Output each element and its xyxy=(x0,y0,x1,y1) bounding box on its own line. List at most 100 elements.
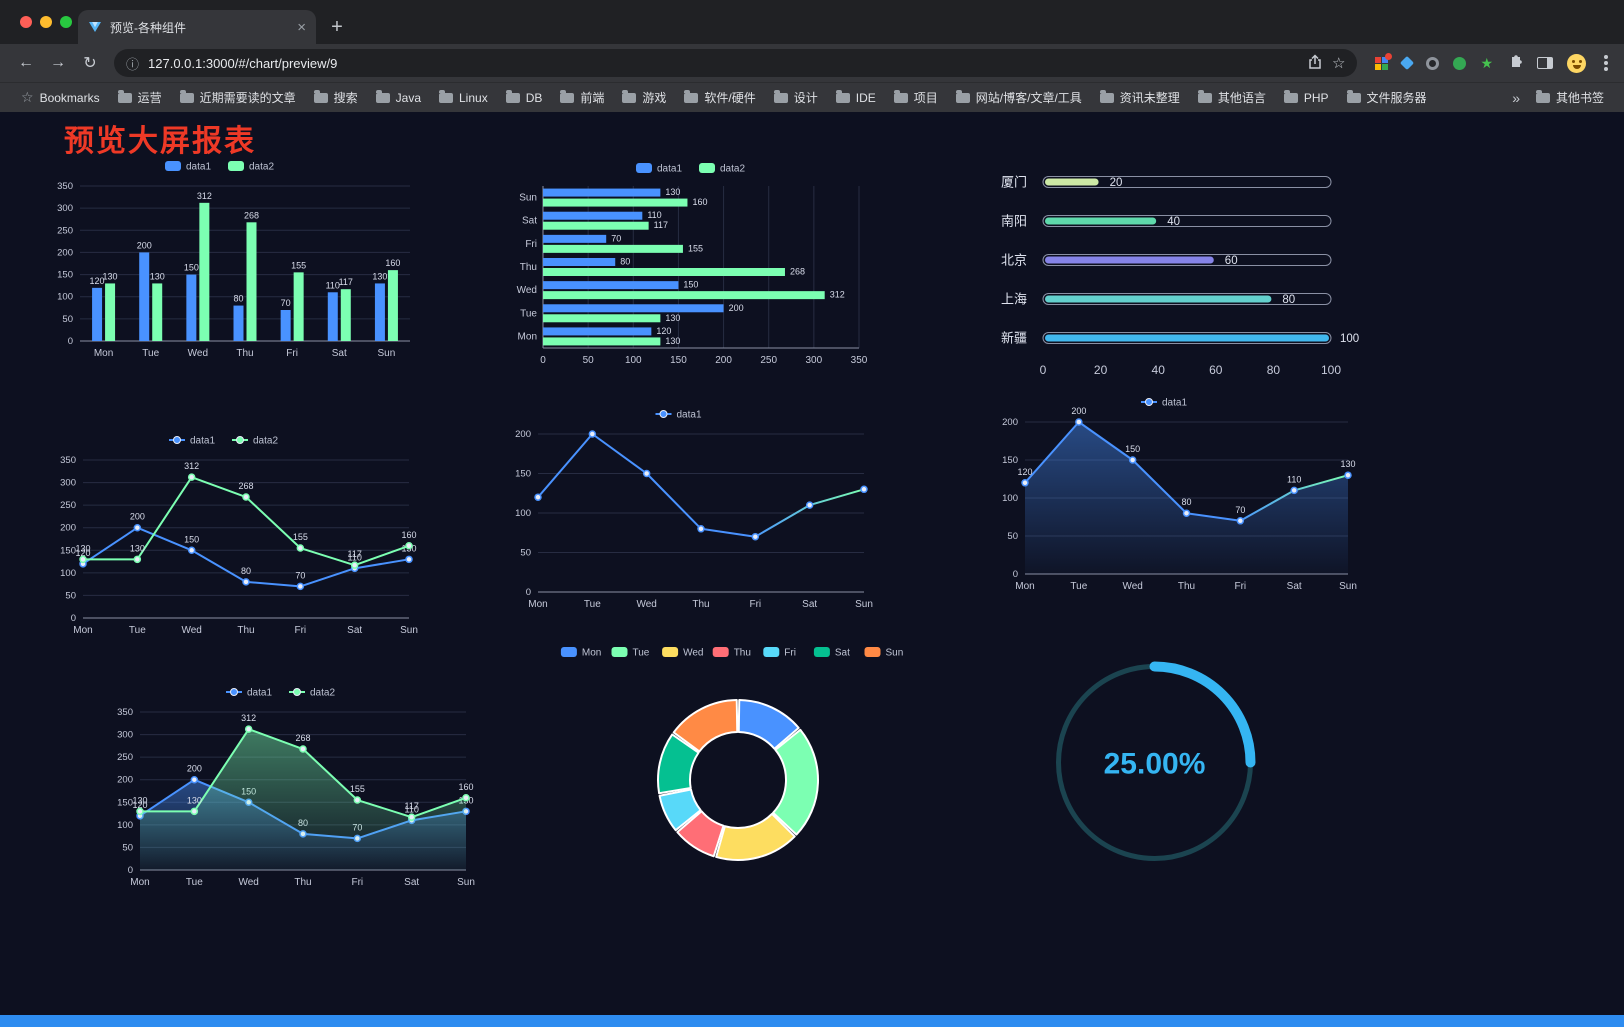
tab-close-icon[interactable]: × xyxy=(297,18,306,36)
reload-button[interactable]: ↻ xyxy=(83,55,97,72)
other-bookmarks-folder[interactable]: 其他书签 xyxy=(1528,86,1612,109)
bookmark-item[interactable]: 网站/博客/文章/工具 xyxy=(947,86,1091,109)
svg-text:Tue: Tue xyxy=(142,348,159,359)
address-bar[interactable]: ⓘ 127.0.0.1:3000/#/chart/preview/9 ☆ xyxy=(114,49,1358,77)
svg-text:data2: data2 xyxy=(253,436,278,447)
bookmark-item[interactable]: Linux xyxy=(430,88,497,108)
svg-text:0: 0 xyxy=(1040,363,1047,377)
extension-icon-1[interactable] xyxy=(1375,52,1393,70)
chart-donut[interactable]: Mon Tue Wed Thu Fri Sat Sun xyxy=(552,640,924,875)
svg-text:南阳: 南阳 xyxy=(1001,214,1027,229)
folder-icon xyxy=(439,89,453,103)
svg-text:Mon: Mon xyxy=(518,331,537,342)
url-text[interactable]: 127.0.0.1:3000/#/chart/preview/9 xyxy=(148,55,338,71)
bookmark-item[interactable]: DB xyxy=(497,88,552,108)
folder-icon xyxy=(1346,89,1361,103)
bookmarks-bar: ☆ Bookmarks 运营 近期需要读的文章 搜索 Java Linux DB 前端 游戏 软… xyxy=(0,82,1624,112)
window-controls xyxy=(20,16,72,28)
svg-text:150: 150 xyxy=(1002,455,1018,466)
bookmark-item[interactable]: 资讯未整理 xyxy=(1091,86,1189,109)
chart-area-single[interactable]: data1 0 50 100 150 200 Mon Tue Wed Thu Fri Sat Sun 12… xyxy=(985,390,1360,602)
svg-text:25.00%: 25.00% xyxy=(1104,748,1206,781)
svg-text:Tue: Tue xyxy=(129,625,146,636)
svg-text:130: 130 xyxy=(103,271,118,281)
bookmark-label: Java xyxy=(395,90,421,105)
svg-text:200: 200 xyxy=(137,240,152,250)
svg-text:150: 150 xyxy=(515,469,531,480)
svg-text:60: 60 xyxy=(1209,363,1223,377)
svg-text:70: 70 xyxy=(611,233,621,243)
folder-icon xyxy=(179,89,194,103)
svg-text:300: 300 xyxy=(57,203,73,214)
svg-text:Sat: Sat xyxy=(1287,581,1302,592)
svg-text:200: 200 xyxy=(117,775,133,786)
extension-icon-4[interactable] xyxy=(1453,56,1467,70)
svg-text:新疆: 新疆 xyxy=(1001,331,1027,346)
chart-bar-horizontal[interactable]: data1 data2 0 50 100 150 200 250 300 350 Sun 130 160… xyxy=(503,156,895,374)
svg-text:80: 80 xyxy=(233,294,243,304)
bookmark-label: 设计 xyxy=(793,91,818,105)
bookmark-item[interactable]: 游戏 xyxy=(613,86,675,109)
extensions-puzzle-icon[interactable] xyxy=(1507,53,1523,74)
bookmark-item[interactable]: IDE xyxy=(827,88,885,108)
svg-text:160: 160 xyxy=(458,782,473,792)
bookmark-label: 网站/博客/文章/工具 xyxy=(975,91,1082,105)
extension-icon-3[interactable] xyxy=(1426,56,1440,70)
svg-text:Mon: Mon xyxy=(1015,581,1034,592)
bottom-accent-bar xyxy=(0,1015,1624,1027)
chart-area-double[interactable]: data1 data2 0 50 100 150 200 250 300 350 Mon Tue Wed… xyxy=(100,680,478,898)
chart-bar-vertical[interactable]: data1 data2 0 50 100 150 200 250 300 350 Mon Tue Wed… xyxy=(38,154,418,369)
svg-text:100: 100 xyxy=(117,820,133,831)
zoom-window-button[interactable] xyxy=(60,16,72,28)
bookmark-item[interactable]: PHP xyxy=(1275,88,1338,108)
svg-text:120: 120 xyxy=(90,276,105,286)
bookmark-item[interactable]: 运营 xyxy=(109,86,171,109)
bookmark-label: Linux xyxy=(459,90,488,105)
svg-text:Fri: Fri xyxy=(749,599,761,610)
chart-gauge[interactable]: 25.00% xyxy=(1042,650,1267,875)
bookmark-item[interactable]: 搜索 xyxy=(305,86,367,109)
bookmark-item[interactable]: 前端 xyxy=(551,86,613,109)
svg-text:250: 250 xyxy=(57,225,73,236)
bookmark-star-icon[interactable]: ☆ xyxy=(1331,55,1346,72)
browser-tab[interactable]: 预览-各种组件 × xyxy=(78,10,316,44)
svg-text:Sat: Sat xyxy=(802,599,817,610)
bookmark-item[interactable]: 文件服务器 xyxy=(1338,86,1436,109)
svg-text:300: 300 xyxy=(117,730,133,741)
share-icon[interactable] xyxy=(1307,53,1323,73)
profile-avatar[interactable] xyxy=(1567,53,1586,73)
svg-text:data1: data1 xyxy=(657,164,682,175)
bookmark-item-bookmarks[interactable]: ☆ Bookmarks xyxy=(12,86,109,109)
forward-button[interactable]: → xyxy=(50,54,66,71)
svg-text:130: 130 xyxy=(372,271,387,281)
extension-icon-5[interactable]: ★ xyxy=(1480,55,1493,71)
svg-text:40: 40 xyxy=(1152,363,1166,377)
svg-text:Mon: Mon xyxy=(130,877,149,888)
chart-progress-bars[interactable]: 厦门 20 南阳 40 北京 60 上海 80 新疆 100 0 20 40 60 80 100 xyxy=(985,160,1363,395)
bookmarks-overflow-chevron[interactable]: » xyxy=(1512,89,1520,106)
back-button[interactable]: ← xyxy=(18,54,34,71)
page-content: 预览大屏报表 data1 data2 0 50 100 150 200 250 300 350 Mo… xyxy=(0,112,1624,1027)
bookmark-item[interactable]: 项目 xyxy=(885,86,947,109)
bookmark-item[interactable]: 近期需要读的文章 xyxy=(171,86,305,109)
sidebar-icon[interactable] xyxy=(1537,57,1553,69)
chart-line-double[interactable]: data1 data2 0 50 100 150 200 250 300 350 Mon Tue Wed… xyxy=(43,428,421,646)
minimize-window-button[interactable] xyxy=(40,16,52,28)
svg-text:Fri: Fri xyxy=(1234,581,1246,592)
site-info-icon[interactable]: ⓘ xyxy=(126,56,140,72)
svg-text:50: 50 xyxy=(1007,531,1018,542)
new-tab-button[interactable]: + xyxy=(331,15,343,38)
bookmark-item[interactable]: 软件/硬件 xyxy=(675,86,764,109)
svg-text:80: 80 xyxy=(1282,294,1295,306)
extension-icon-2[interactable] xyxy=(1400,55,1415,71)
svg-text:160: 160 xyxy=(385,258,400,268)
chart-line-single[interactable]: data1 0 50 100 150 200 Mon Tue Wed Thu Fri Sat Sun xyxy=(498,402,876,620)
menu-kebab-icon[interactable] xyxy=(1604,61,1608,65)
bookmark-item[interactable]: 设计 xyxy=(765,86,827,109)
bookmark-item[interactable]: Java xyxy=(367,88,430,108)
svg-text:Thu: Thu xyxy=(294,877,311,888)
svg-text:110: 110 xyxy=(647,210,661,220)
bookmark-item[interactable]: 其他语言 xyxy=(1189,86,1275,109)
svg-text:200: 200 xyxy=(57,247,73,258)
close-window-button[interactable] xyxy=(20,16,32,28)
